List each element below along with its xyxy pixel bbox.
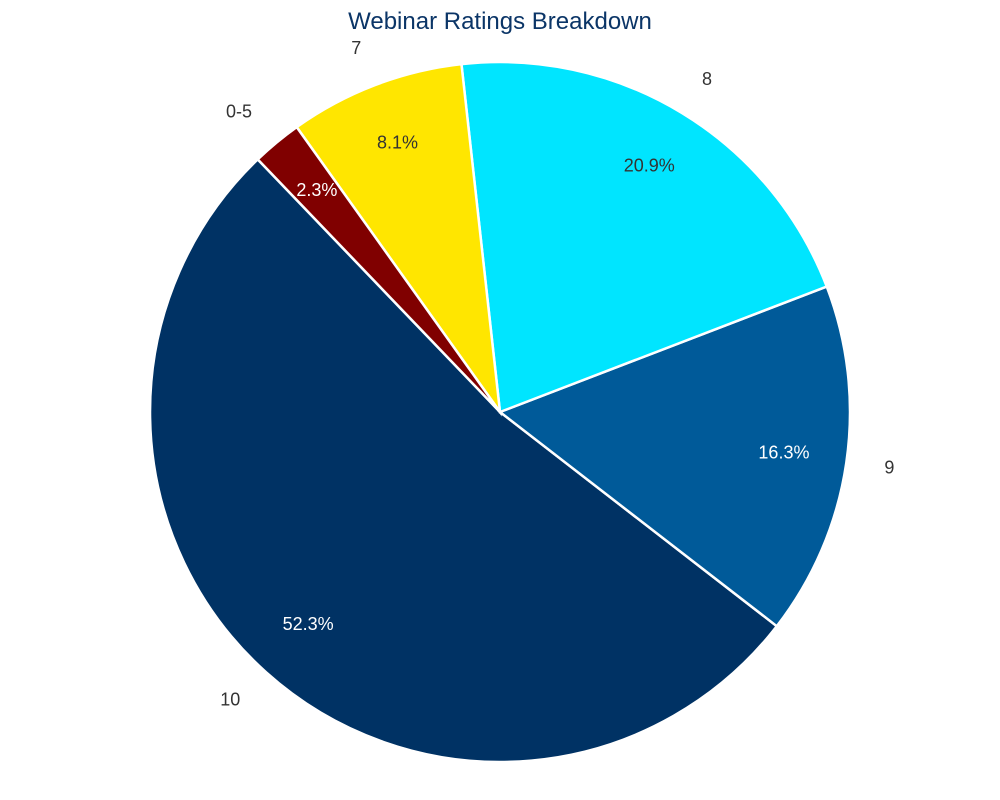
category-label-0-5: 0-5 bbox=[226, 102, 252, 122]
category-label-10: 10 bbox=[220, 690, 240, 710]
pie-slice-7 bbox=[294, 62, 502, 417]
percentage-label-9: 16.3% bbox=[758, 442, 809, 462]
chart-title: Webinar Ratings Breakdown bbox=[348, 8, 652, 35]
percentage-label-7: 8.1% bbox=[377, 133, 418, 153]
pie-slice-9 bbox=[497, 284, 852, 628]
category-label-7: 7 bbox=[351, 38, 361, 58]
category-label-8: 8 bbox=[702, 69, 712, 89]
pie-slice-10 bbox=[148, 157, 779, 764]
percentage-labels: 52.3% 16.3% 20.9% 8.1% 2.3% bbox=[283, 133, 810, 634]
category-label-9: 9 bbox=[884, 457, 894, 477]
percentage-label-8: 20.9% bbox=[624, 156, 675, 176]
pie-slice-0-5 bbox=[255, 125, 502, 413]
pie-slice-8 bbox=[460, 60, 829, 414]
percentage-label-10: 52.3% bbox=[283, 614, 334, 634]
pie-slices bbox=[148, 60, 852, 764]
category-labels: 10 9 8 7 0-5 bbox=[220, 38, 894, 710]
percentage-label-0-5: 2.3% bbox=[296, 180, 337, 200]
